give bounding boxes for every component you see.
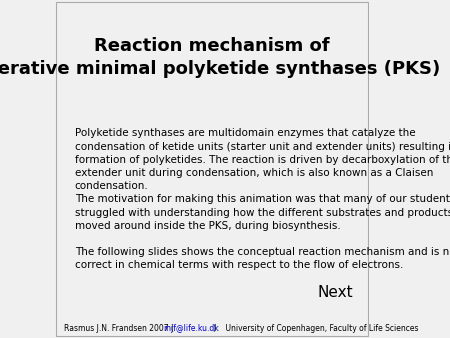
Text: )    University of Copenhagen, Faculty of Life Sciences: ) University of Copenhagen, Faculty of L…	[213, 324, 419, 333]
Text: iterative minimal polyketide synthases (PKS): iterative minimal polyketide synthases (…	[0, 60, 441, 78]
Text: Next: Next	[318, 285, 354, 300]
Text: Rasmus J.N. Frandsen 2007 (: Rasmus J.N. Frandsen 2007 (	[64, 324, 174, 333]
Text: Polyketide synthases are multidomain enzymes that catalyze the
condensation of k: Polyketide synthases are multidomain enz…	[75, 128, 450, 270]
Text: rnjf@life.ku.dk: rnjf@life.ku.dk	[163, 324, 219, 333]
Text: Reaction mechanism of: Reaction mechanism of	[94, 37, 329, 55]
